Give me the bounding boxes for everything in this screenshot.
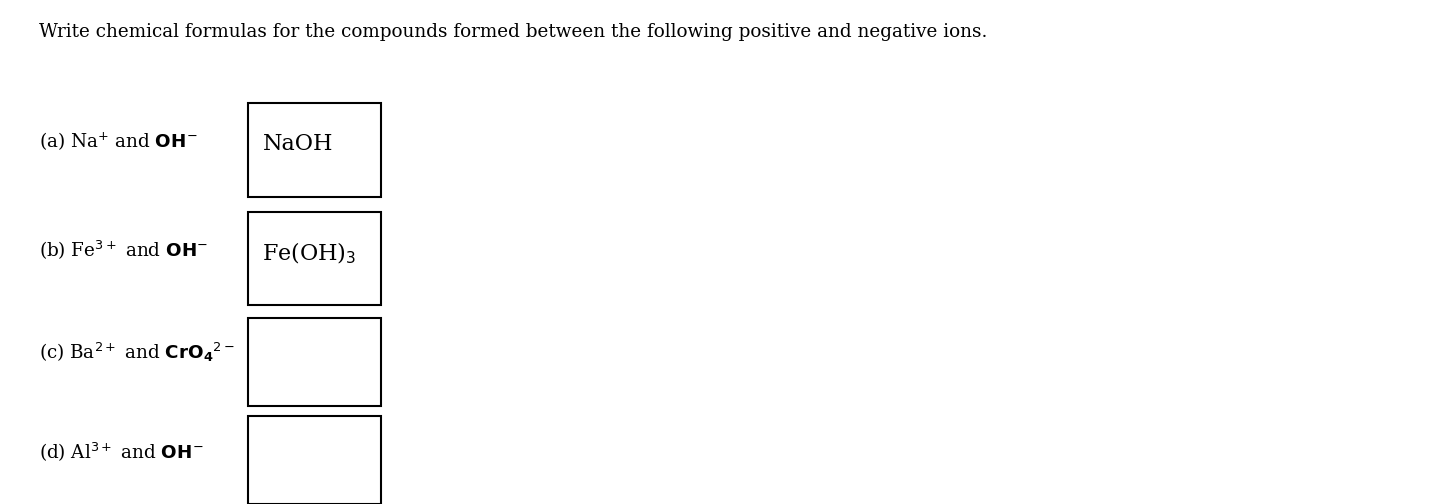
Text: (d) Al$^{3+}$ and $\mathbf{OH}^{-}$: (d) Al$^{3+}$ and $\mathbf{OH}^{-}$ — [39, 439, 203, 463]
FancyBboxPatch shape — [248, 318, 381, 406]
Text: (b) Fe$^{3+}$ and $\mathbf{OH}^{-}$: (b) Fe$^{3+}$ and $\mathbf{OH}^{-}$ — [39, 238, 208, 261]
FancyBboxPatch shape — [248, 103, 381, 197]
Text: Write chemical formulas for the compounds formed between the following positive : Write chemical formulas for the compound… — [39, 23, 988, 41]
Text: (a) Na$^{+}$ and $\mathbf{OH}^{-}$: (a) Na$^{+}$ and $\mathbf{OH}^{-}$ — [39, 130, 198, 152]
Text: NaOH: NaOH — [262, 133, 333, 155]
FancyBboxPatch shape — [248, 416, 381, 504]
FancyBboxPatch shape — [248, 212, 381, 305]
Text: (c) Ba$^{2+}$ and $\mathbf{CrO_4}^{2-}$: (c) Ba$^{2+}$ and $\mathbf{CrO_4}^{2-}$ — [39, 341, 235, 364]
Text: Fe(OH)$_3$: Fe(OH)$_3$ — [262, 240, 356, 266]
